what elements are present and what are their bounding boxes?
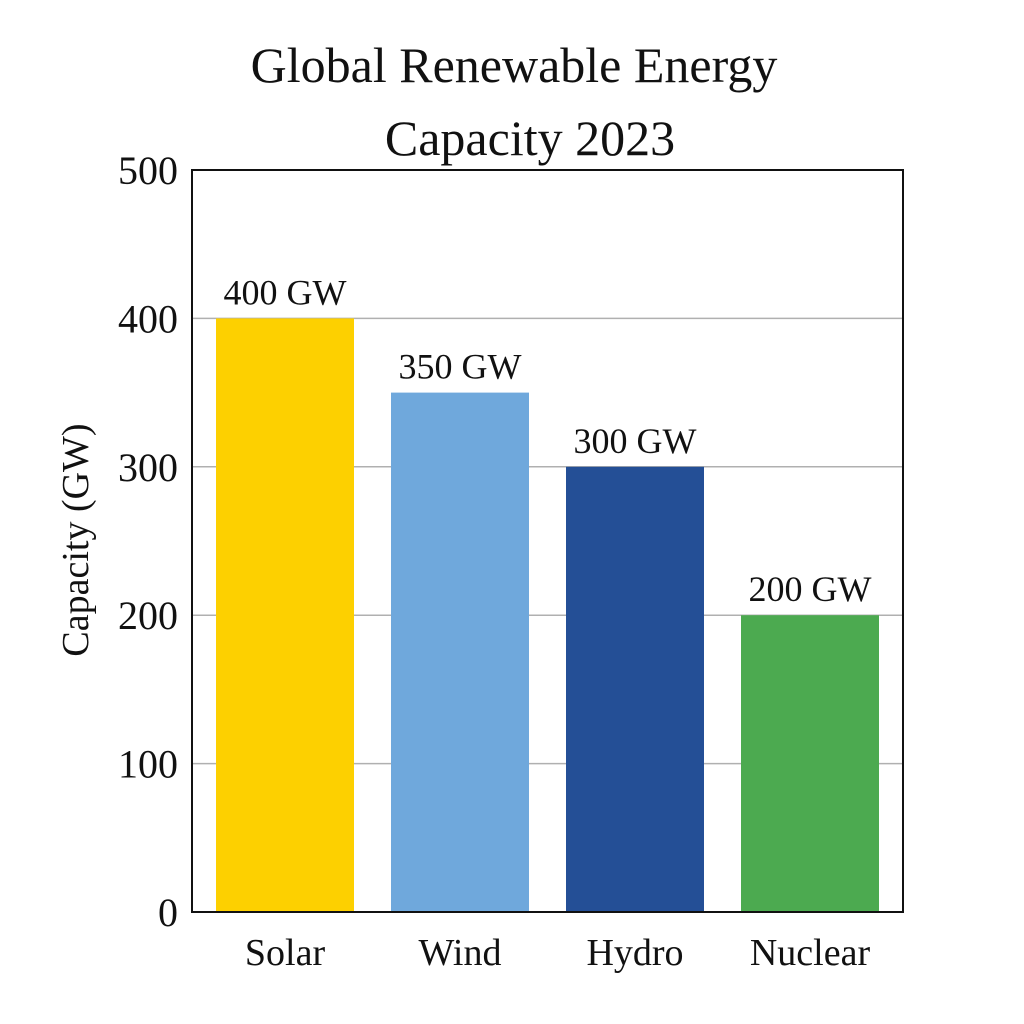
bar-solar xyxy=(216,318,354,912)
y-tick-label-300: 300 xyxy=(118,445,178,490)
y-tick-label-100: 100 xyxy=(118,742,178,787)
y-axis-label: Capacity (GW) xyxy=(55,423,97,656)
value-label-hydro: 300 GW xyxy=(574,421,697,461)
x-tick-label-hydro: Hydro xyxy=(586,932,683,974)
value-label-solar: 400 GW xyxy=(224,272,347,312)
axes xyxy=(191,169,904,913)
chart-title-line-1: Global Renewable Energy xyxy=(251,37,778,93)
x-tick-label-solar: Solar xyxy=(245,932,326,974)
value-labels: 400 GW 350 GW 300 GW 200 GW xyxy=(224,272,872,609)
y-tick-label-500: 500 xyxy=(118,148,178,193)
chart-title-line-2: Capacity 2023 xyxy=(385,110,675,166)
bar-hydro xyxy=(566,466,704,912)
y-tick-labels: 0 100 200 300 400 500 xyxy=(118,148,178,935)
bar-wind xyxy=(391,392,529,913)
chart-title: Global Renewable Energy Capacity 2023 xyxy=(251,37,778,166)
y-tick-label-0: 0 xyxy=(158,890,178,935)
bars xyxy=(216,318,879,913)
x-tick-label-nuclear: Nuclear xyxy=(750,932,871,974)
x-tick-label-wind: Wind xyxy=(419,932,502,974)
y-tick-label-200: 200 xyxy=(118,593,178,638)
value-label-wind: 350 GW xyxy=(399,347,522,387)
x-tick-labels: Solar Wind Hydro Nuclear xyxy=(245,932,871,974)
plot-frame xyxy=(191,169,904,913)
bar-nuclear xyxy=(741,615,879,912)
value-label-nuclear: 200 GW xyxy=(749,569,872,609)
y-tick-label-400: 400 xyxy=(118,296,178,341)
